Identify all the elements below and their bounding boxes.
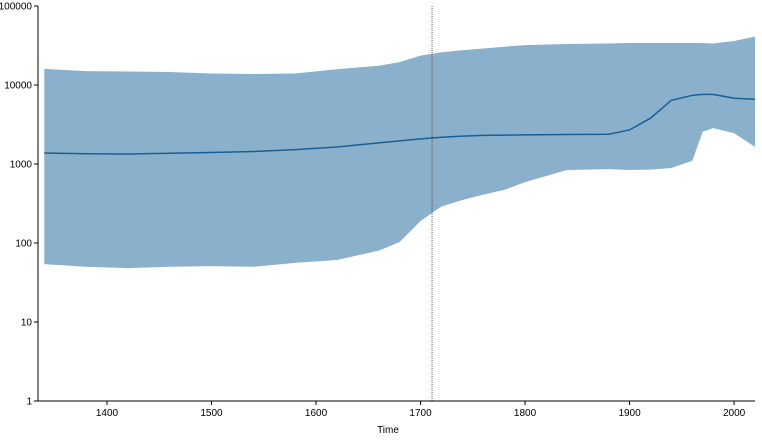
x-tick-label: 1800 [514,408,537,419]
y-tick-label: 1000 [10,160,33,171]
x-tick-label: 1400 [96,408,119,419]
x-tick-label: 1600 [305,408,328,419]
y-tick-label: 10000 [4,81,32,92]
x-tick-label: 1700 [409,408,432,419]
median-line [44,93,756,155]
x-tick-label: 1500 [200,408,223,419]
x-tick-label: 1900 [618,408,641,419]
y-tick-label: 10 [21,318,33,329]
hpd-band [44,36,756,269]
x-axis-label: Time [377,425,399,436]
x-tick-label: 2000 [723,408,746,419]
y-tick-label: 1 [26,397,32,408]
y-tick-label: 100 [15,239,32,250]
y-tick-label: 100000 [0,2,32,13]
